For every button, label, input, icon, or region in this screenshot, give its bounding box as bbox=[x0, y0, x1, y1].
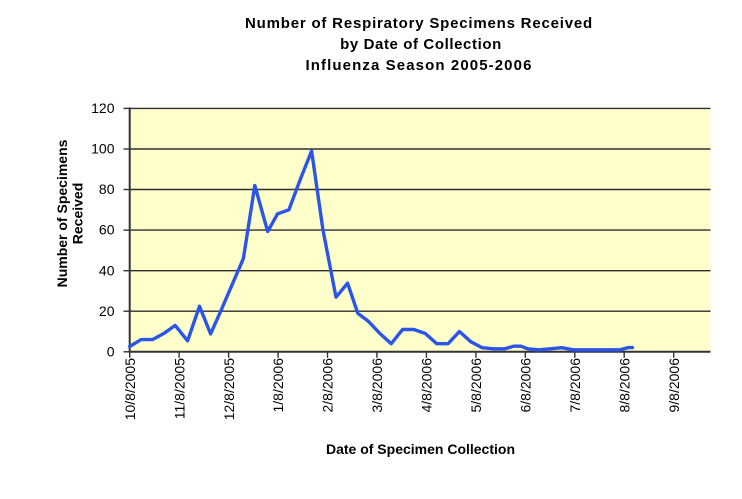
svg-text:10/8/2005: 10/8/2005 bbox=[122, 358, 138, 420]
svg-text:60: 60 bbox=[99, 222, 115, 238]
svg-text:100: 100 bbox=[91, 141, 115, 157]
svg-text:40: 40 bbox=[99, 262, 115, 278]
svg-text:5/8/2006: 5/8/2006 bbox=[468, 358, 484, 413]
svg-text:8/8/2006: 8/8/2006 bbox=[616, 358, 632, 413]
svg-text:6/8/2006: 6/8/2006 bbox=[518, 358, 534, 413]
svg-text:4/8/2006: 4/8/2006 bbox=[419, 358, 435, 413]
svg-text:Number of Specimens: Number of Specimens bbox=[54, 139, 70, 287]
svg-text:120: 120 bbox=[91, 100, 115, 116]
svg-text:9/8/2006: 9/8/2006 bbox=[666, 358, 682, 413]
svg-text:1/8/2006: 1/8/2006 bbox=[270, 358, 286, 413]
svg-text:Number of Respiratory Specimen: Number of Respiratory Specimens Received bbox=[245, 15, 593, 32]
svg-text:20: 20 bbox=[99, 303, 115, 319]
svg-text:Influenza Season 2005-2006: Influenza Season 2005-2006 bbox=[305, 57, 532, 74]
svg-text:7/8/2006: 7/8/2006 bbox=[567, 358, 583, 413]
svg-text:80: 80 bbox=[99, 181, 115, 197]
svg-text:11/8/2005: 11/8/2005 bbox=[171, 358, 187, 419]
svg-text:3/8/2006: 3/8/2006 bbox=[369, 358, 385, 413]
svg-text:by Date of Collection: by Date of Collection bbox=[340, 36, 502, 53]
svg-text:Date of Specimen Collection: Date of Specimen Collection bbox=[326, 441, 515, 457]
svg-text:12/8/2005: 12/8/2005 bbox=[221, 358, 237, 420]
svg-text:Received: Received bbox=[69, 183, 85, 244]
svg-text:0: 0 bbox=[107, 343, 115, 359]
svg-text:2/8/2006: 2/8/2006 bbox=[320, 358, 336, 413]
